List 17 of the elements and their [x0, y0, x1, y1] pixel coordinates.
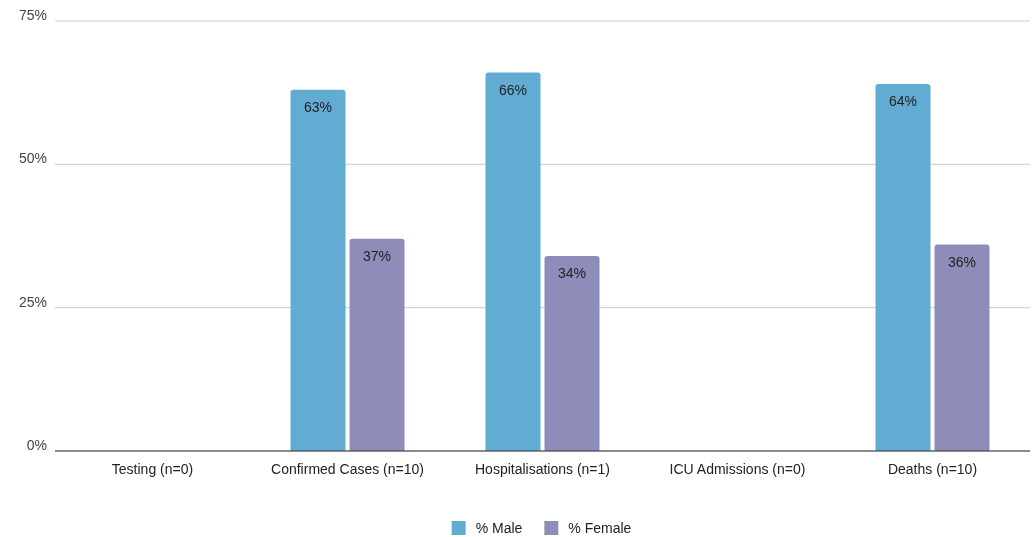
data-label: 36% [947, 253, 977, 270]
y-tick-label: 50% [18, 150, 47, 167]
data-label: 64% [888, 93, 918, 110]
y-tick-label: 75% [18, 7, 47, 24]
x-tick-label: Testing (n=0) [111, 461, 194, 477]
data-label: 63% [303, 98, 333, 115]
x-tick-label: ICU Admissions (n=0) [669, 461, 806, 477]
data-label: 34% [557, 265, 587, 282]
legend-label: % Male [475, 520, 523, 536]
data-label: 37% [362, 247, 392, 264]
legend-label: % Female [568, 520, 632, 536]
x-tick-label: Hospitalisations (n=1) [474, 461, 611, 477]
x-tick-label: Confirmed Cases (n=10) [271, 461, 424, 477]
y-tick-label: 0% [26, 437, 47, 454]
y-tick-label: 25% [18, 293, 47, 310]
x-tick-label: Deaths (n=10) [887, 461, 978, 477]
data-label: 66% [498, 81, 528, 98]
